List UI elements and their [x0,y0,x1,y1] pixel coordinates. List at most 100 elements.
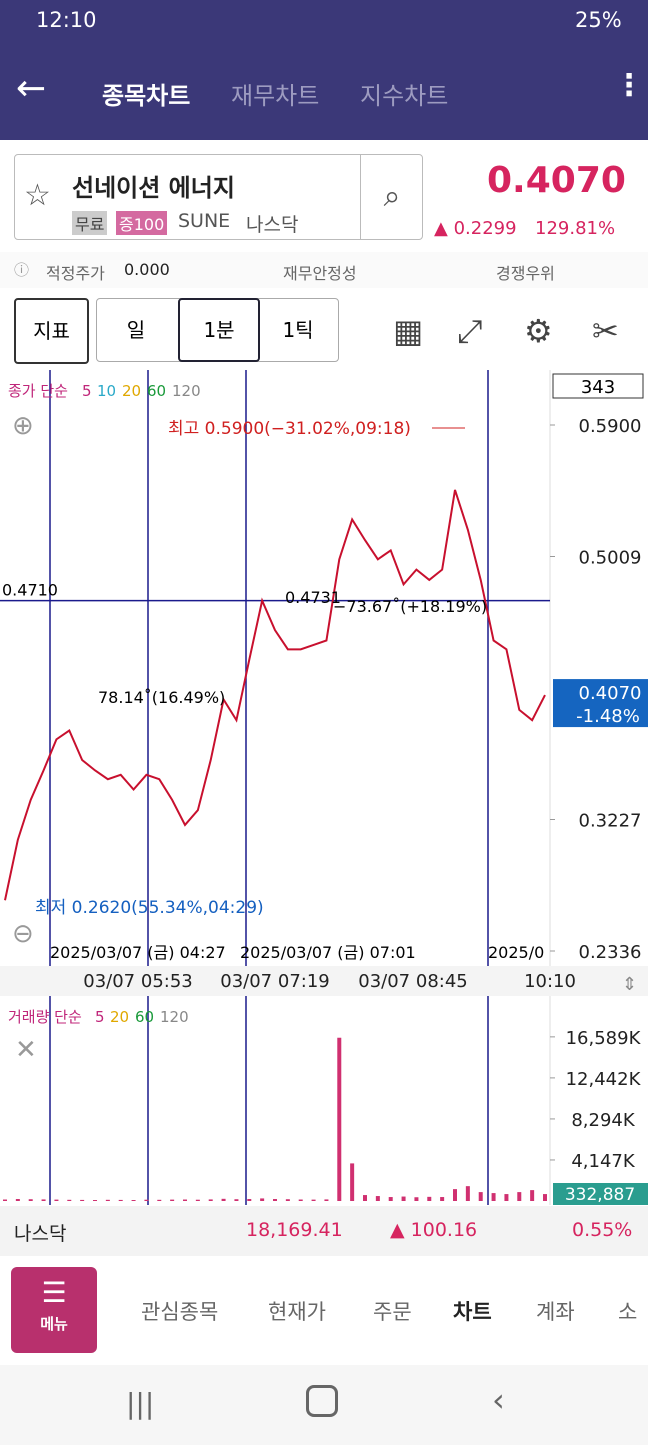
price-axis-bg [550,370,648,965]
current-price: 0.4070 [579,683,642,704]
volume-bar [131,1200,136,1201]
volume-bar [183,1199,187,1201]
volume-bar [414,1197,419,1201]
volume-bar [363,1195,367,1201]
layout-icon[interactable]: ▦ [393,312,424,350]
tab[interactable]: 지수차트 [360,82,449,110]
legend-label: 종가 단순 [8,382,68,400]
market: 나스닥 [246,214,299,236]
x-tick-label: 03/07 08:45 [358,971,467,992]
current-box [553,679,648,728]
search-button[interactable]: ⌕ [360,154,423,240]
low-label: 최저 0.2620(55.34%,04:29) [35,898,264,918]
nav-item[interactable]: 소 [618,1300,638,1324]
volume-bar [375,1196,380,1201]
close-icon: ✕ [15,1035,37,1065]
change: ▲ 0.2299 [434,218,517,239]
info-label[interactable]: 재무안정성 [283,264,357,283]
high-label: 최고 0.5900(−31.02%,09:18) [168,419,411,439]
legend-period: 120 [172,382,201,400]
info-label[interactable]: 경쟁우위 [496,264,555,283]
volume-bar [93,1200,97,1201]
battery: 25% [575,8,622,32]
volume-bar [234,1199,239,1201]
tab[interactable]: 종목차트 [102,82,191,110]
x-tick-label: 03/07 07:19 [220,971,329,992]
nav-item[interactable]: 차트 [453,1300,492,1324]
toolbar-button[interactable]: 1틱 [282,318,314,342]
volume-bar [15,1199,20,1201]
tab[interactable]: 재무차트 [231,82,320,110]
back-button[interactable]: ← [16,68,47,109]
count-box [552,373,644,399]
volume-bar [41,1199,46,1201]
annotation: 0.4731 [285,588,341,607]
zoom-out: ⊖ [12,919,34,949]
nav-item[interactable]: 관심종목 [141,1300,219,1324]
current-pct: -1.48% [576,706,640,727]
volume-bar [311,1199,316,1201]
stock-box[interactable] [14,154,423,240]
menu-button[interactable]: ☰ 메뉴 [11,1267,97,1353]
x-tick-label: 10:10 [524,971,576,992]
zoom-in: ⊕ [12,411,34,441]
toolbar-button[interactable]: 1분 [178,298,260,362]
volume-bar [105,1199,110,1201]
home-button[interactable] [306,1385,338,1417]
annotation: 78.14˚(16.49%) [98,688,225,707]
clock: 12:10 [36,8,97,32]
volume-bar [504,1194,509,1201]
help-icon[interactable]: ⓘ [14,261,30,279]
legend-period: 60 [147,382,166,400]
volume-bar [337,1037,342,1201]
volume-bar [208,1199,213,1201]
y-tick-label: 0.5900 [579,416,642,437]
menu-label: 메뉴 [40,1315,68,1333]
toolbar-button[interactable]: 일 [126,318,146,342]
more-button[interactable]: ⋮ [614,68,644,103]
nav-item[interactable]: 현재가 [268,1300,326,1324]
index-change: ▲ 100.16 [390,1219,478,1241]
toolbar-button[interactable]: 지표 [14,298,89,364]
y-tick-label: 16,589K [566,1028,642,1049]
favorite-star[interactable]: ☆ [24,178,51,213]
x-axis-bg [0,966,648,996]
volume-bar [453,1189,457,1201]
recent-button[interactable]: ||| [126,1387,155,1420]
volume-bar [273,1199,277,1201]
volume-bar [517,1192,522,1201]
index-name: 나스닥 [14,1223,67,1245]
volume-current-box [553,1183,648,1205]
info-value: 0.000 [124,260,170,279]
volume-bar [54,1199,59,1201]
scroll-icon: ⇕ [622,974,637,995]
y-tick-label: 0.3227 [579,811,642,832]
tools-icon[interactable]: ✂ [592,312,619,350]
change-pct: 129.81% [535,218,616,239]
y-tick-label: 0.2336 [579,942,642,963]
volume-bar [530,1190,535,1201]
nav-item[interactable]: 주문 [373,1300,412,1324]
volume-bar [144,1199,149,1201]
volume-bar [298,1199,303,1201]
nav-item[interactable]: 계좌 [536,1300,575,1324]
x-tick-label: 03/07 05:53 [83,971,192,992]
volume-bar [118,1199,123,1201]
volume-bar [247,1199,252,1201]
legend-period: 120 [160,1008,189,1026]
volume-bar [67,1199,72,1201]
volume-bar [324,1199,329,1201]
back-nav[interactable]: ‹ [492,1381,505,1419]
count: 343 [581,377,615,398]
price: 0.4070 [487,160,626,201]
volume-bar [440,1197,445,1201]
annotation: −73.67˚(+18.19%) [333,597,487,616]
expand-icon[interactable]: ⤢ [457,312,483,350]
tag: 무료 [72,211,108,235]
ticker: SUNE [178,210,231,232]
legend-period: 20 [122,382,141,400]
legend-period: 5 [95,1008,105,1026]
info-row [0,252,648,288]
change-value: 0.2299 [453,218,517,239]
settings-icon[interactable]: ⚙ [524,312,553,350]
